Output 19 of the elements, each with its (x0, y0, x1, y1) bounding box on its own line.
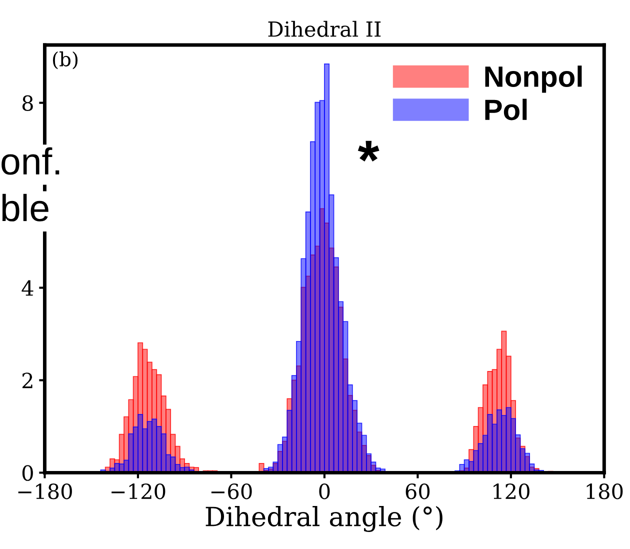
y-tick-label: 2 (22, 372, 32, 388)
x-tick-label: 0 (319, 483, 330, 500)
x-tick-label: −120 (112, 483, 166, 500)
x-tick-label: −180 (18, 483, 72, 500)
annotation: onf. (2, 147, 60, 175)
chart-title: Dihedral II (268, 20, 381, 37)
x-tick-label: 60 (406, 483, 430, 500)
x-tick-label: −60 (211, 483, 252, 500)
y-tick-label: 4 (22, 280, 34, 296)
annotation: (b) (52, 51, 78, 70)
annotation: ble (2, 194, 48, 222)
legend-label: Nonpol (485, 66, 582, 93)
x-axis-title: Dihedral angle (°) (206, 506, 442, 532)
x-tick-label: 120 (494, 483, 530, 500)
y-tick-label: 0 (22, 465, 33, 481)
legend-label: Pol (485, 98, 527, 120)
y-tick-label: 8 (22, 95, 33, 112)
annotation: * (358, 140, 380, 162)
x-tick-label: 180 (586, 483, 623, 500)
